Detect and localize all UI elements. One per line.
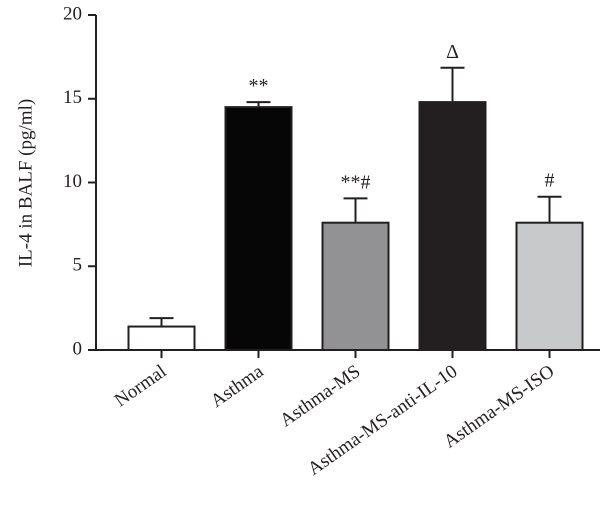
annotation-4: # (545, 170, 555, 192)
bar-3 (418, 101, 487, 351)
bar-1 (224, 106, 293, 351)
plot-area: 05101520Normal**Asthma**#Asthma-MSΔAsthm… (63, 3, 600, 480)
bar-4 (515, 221, 584, 351)
category-label-0: Normal (111, 361, 171, 411)
annotation-2: **# (341, 171, 371, 193)
y-axis-label: IL-4 in BALF (pg/ml) (15, 99, 36, 267)
annotation-3: Δ (446, 41, 459, 63)
bar-2 (321, 221, 390, 351)
y-tick-label-10: 10 (63, 171, 82, 192)
y-tick-label-0: 0 (73, 338, 83, 359)
annotation-1: ** (249, 75, 269, 97)
category-label-2: Asthma-MS (276, 361, 364, 431)
bar-0 (127, 325, 196, 351)
y-tick-label-20: 20 (63, 3, 82, 24)
category-label-1: Asthma (207, 361, 268, 412)
y-tick-label-15: 15 (63, 87, 82, 108)
y-tick-label-5: 5 (73, 255, 83, 276)
